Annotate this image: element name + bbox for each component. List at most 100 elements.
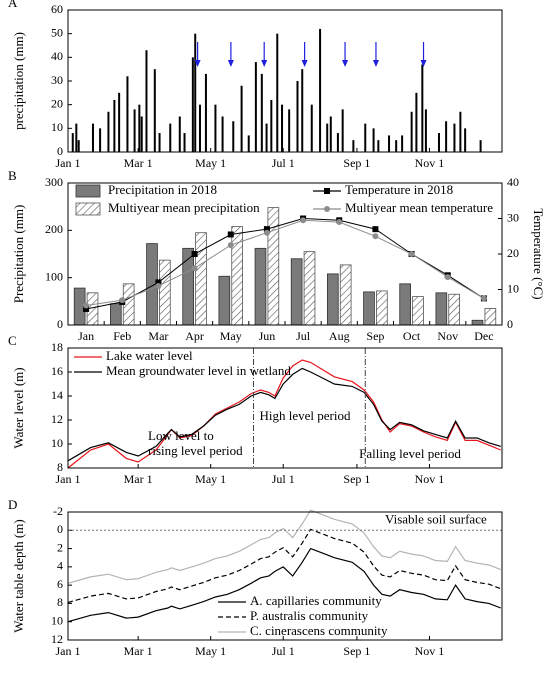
- annotation: rising level period: [148, 443, 243, 458]
- legend-marker: [324, 188, 330, 194]
- x-tick-label: Mar 1: [124, 644, 153, 658]
- bar: [376, 290, 388, 326]
- precipitation-bar: [401, 135, 404, 152]
- arrow-head: [372, 60, 379, 67]
- precipitation-bar: [138, 104, 141, 152]
- legend-label: C. cinerascens community: [250, 623, 388, 638]
- y2-axis-title: Temperature (°C): [531, 208, 546, 299]
- x-tick-label: Mar 1: [124, 156, 153, 170]
- precipitation-bar: [326, 123, 329, 152]
- reference-label: Visable soil surface: [385, 511, 487, 526]
- legend-swatch: [75, 202, 101, 216]
- panel-label: A: [8, 0, 18, 10]
- marker: [480, 295, 487, 302]
- bar: [399, 283, 411, 326]
- precipitation-bar: [377, 140, 380, 152]
- marker: [227, 231, 234, 238]
- legend-label: Lake water level: [106, 348, 193, 363]
- panel-label: B: [8, 168, 17, 183]
- arrow-head: [342, 60, 349, 67]
- x-tick-label: Nov 1: [415, 472, 445, 486]
- bar: [339, 264, 352, 326]
- x-tick-label: Sep 1: [343, 472, 370, 486]
- x-tick-label: May 1: [195, 644, 226, 658]
- y-tick-label: 10: [51, 436, 63, 450]
- y2-tick-label: 0: [507, 317, 513, 331]
- panel-label: D: [8, 497, 17, 512]
- line: [86, 219, 485, 306]
- legend-label: Temperature in 2018: [345, 182, 453, 197]
- precipitation-bar: [415, 92, 418, 152]
- bar: [363, 291, 375, 326]
- precipitation-bar: [169, 123, 172, 152]
- precipitation-bar: [214, 104, 217, 152]
- series-line: [67, 367, 501, 462]
- precipitation-bar: [281, 104, 284, 152]
- bar: [218, 275, 231, 326]
- x-tick-label: Sep 1: [343, 156, 370, 170]
- y-tick-label: 50: [51, 25, 63, 39]
- precipitation-bar: [352, 140, 355, 152]
- x-tick-label: Feb: [113, 329, 131, 343]
- arrow-head: [301, 60, 308, 67]
- precipitation-bar: [178, 116, 181, 152]
- precipitation-bar: [395, 140, 398, 152]
- x-tick-label: Apr: [185, 329, 204, 343]
- x-tick-label: Jul 1: [272, 156, 295, 170]
- marker: [227, 242, 234, 249]
- y-tick-label: 100: [45, 269, 63, 283]
- plot-frame: [67, 347, 503, 469]
- precipitation-bar: [232, 121, 235, 152]
- precipitation-bar: [254, 62, 257, 152]
- precipitation-bar: [126, 76, 129, 152]
- y-tick-label: 300: [45, 175, 63, 189]
- x-tick-label: Nov 1: [415, 156, 445, 170]
- precipitation-bar: [194, 33, 197, 152]
- bar: [448, 293, 461, 326]
- y-tick-label: 4: [57, 559, 63, 573]
- x-tick-label: Sep: [366, 329, 384, 343]
- bar: [303, 251, 316, 326]
- precipitation-bar: [198, 104, 201, 152]
- arrow-head: [420, 60, 427, 67]
- precipitation-bar: [153, 69, 156, 152]
- x-tick-label: Jan 1: [56, 644, 81, 658]
- arrow-head: [261, 60, 268, 67]
- bar: [159, 259, 171, 326]
- y-tick-label: 60: [51, 2, 63, 16]
- legend-label: Multiyear mean temperature: [345, 200, 493, 215]
- x-tick-label: Jan: [78, 329, 94, 343]
- annotation: Falling level period: [359, 446, 461, 461]
- precipitation-bar: [276, 33, 279, 152]
- y-axis-title: Precipitation (mm): [11, 205, 26, 304]
- precipitation-bar: [437, 133, 440, 152]
- x-tick-label: Sep 1: [343, 644, 370, 658]
- x-tick-label: Mar 1: [124, 472, 153, 486]
- x-tick-label: Aug: [329, 329, 350, 343]
- precipitation-bar: [288, 109, 291, 152]
- marker: [191, 265, 198, 272]
- precipitation-bar: [341, 109, 344, 152]
- series-line: [67, 509, 502, 584]
- marker: [444, 274, 451, 281]
- y-tick-label: 12: [51, 412, 63, 426]
- precipitation-bar: [113, 99, 116, 152]
- y-tick-label: 18: [51, 340, 63, 354]
- precipitation-bar: [133, 109, 136, 152]
- marker: [263, 229, 270, 236]
- y-tick-label: 2: [57, 540, 63, 554]
- marker: [83, 306, 90, 313]
- marker: [155, 279, 162, 286]
- precipitation-bar: [158, 133, 161, 152]
- precipitation-bar: [183, 133, 186, 152]
- precipitation-bar: [310, 104, 313, 152]
- precipitation-bar: [91, 123, 94, 152]
- annotation: Low level to: [148, 428, 214, 443]
- y-tick-label: 10: [51, 613, 63, 627]
- legend-label: Multiyear mean precipitation: [108, 200, 260, 215]
- precipitation-bar: [301, 69, 304, 152]
- precipitation-bar: [140, 116, 143, 152]
- precipitation-bar: [71, 133, 74, 152]
- x-tick-label: Dec: [474, 329, 493, 343]
- x-tick-label: May 1: [195, 472, 226, 486]
